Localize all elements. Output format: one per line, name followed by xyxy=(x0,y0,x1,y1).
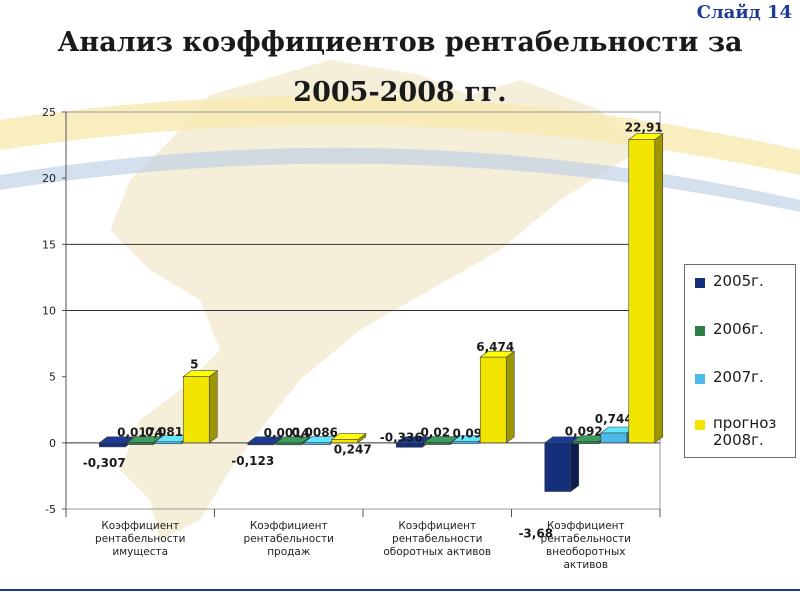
data-label-2-2: 0,09 xyxy=(452,427,482,441)
legend-item-2006: 2006г. xyxy=(695,321,764,338)
bar-0-0 xyxy=(98,442,126,448)
category-label: Коэффициент рентабельности продаж xyxy=(244,520,334,558)
data-label-1-3: 0,092 xyxy=(565,425,603,439)
legend-label-2008: прогноз 2008г. xyxy=(713,414,777,449)
data-label-1-0: 0,0174 xyxy=(117,426,163,440)
y-tick-label: 25 xyxy=(42,106,56,119)
bar-2-0 xyxy=(154,441,182,445)
y-tick-label: 10 xyxy=(42,305,56,318)
bar-1-3 xyxy=(572,441,600,444)
slide-number: Слайд 14 xyxy=(696,2,792,23)
bar-0-2 xyxy=(395,442,423,448)
y-tick-label: 5 xyxy=(49,371,56,384)
legend-label-2006: 2006г. xyxy=(713,320,764,338)
legend-item-2005: 2005г. xyxy=(695,273,764,290)
category-label: Коэффициент рентабельности внеоборотных акт… xyxy=(541,520,631,571)
legend-swatch-2006 xyxy=(695,326,705,336)
legend-label-2007: 2007г. xyxy=(713,368,764,386)
decor-band-yellow xyxy=(0,96,800,175)
bar-0-1 xyxy=(247,442,275,446)
data-label-3-2: 6,474 xyxy=(476,340,514,354)
data-label-2-1: 0,0086 xyxy=(292,426,338,440)
bar-3-2 xyxy=(479,356,507,444)
bar-side-3-0 xyxy=(208,370,218,444)
y-tick-label: 15 xyxy=(42,238,56,251)
decor-band-blue xyxy=(0,147,800,212)
region-map-shape xyxy=(110,60,640,540)
bar-1-1 xyxy=(275,442,303,446)
legend-item-2008: прогноз 2008г. xyxy=(695,415,776,449)
data-label-0-2: -0,336 xyxy=(380,430,423,444)
data-label-1-1: 0,0014 xyxy=(264,426,310,440)
bar-2-1 xyxy=(303,442,331,446)
bar-side-3-2 xyxy=(505,350,515,444)
legend-item-2007: 2007г. xyxy=(695,369,764,386)
data-label-3-0: 5 xyxy=(190,358,198,372)
data-label-0-3: -3,68 xyxy=(518,527,553,541)
bar-side-3-3 xyxy=(654,133,664,444)
data-label-0-0: -0,307 xyxy=(83,456,126,470)
y-tick-label: 20 xyxy=(42,172,56,185)
bar-0-3 xyxy=(544,442,572,492)
title-line-2: 2005-2008 гг. xyxy=(293,77,507,108)
data-label-3-3: 22,91 xyxy=(625,121,663,135)
bar-2-2 xyxy=(451,441,479,444)
legend-swatch-2007 xyxy=(695,374,705,384)
data-label-2-0: 0,0815 xyxy=(145,425,191,439)
chart-legend: 2005г. 2006г. 2007г. прогноз 2008г. xyxy=(684,264,796,458)
bar-side-0-3 xyxy=(570,436,580,493)
category-label: Коэффициент рентабельности имущеста xyxy=(95,520,185,558)
title-line-1: Анализ коэффициентов рентабельности за xyxy=(57,27,743,58)
bar-2-3 xyxy=(600,432,628,444)
data-label-2-3: 0,744 xyxy=(595,412,633,426)
y-tick-label: 0 xyxy=(49,437,56,450)
page-title: Анализ коэффициентов рентабельности за 2… xyxy=(0,18,800,118)
data-label-3-1: 0,247 xyxy=(334,443,372,457)
bar-3-0 xyxy=(182,376,210,444)
bar-3-1 xyxy=(331,439,359,444)
legend-swatch-2005 xyxy=(695,278,705,288)
data-label-0-1: -0,123 xyxy=(231,454,274,468)
data-label-1-2: 0,02 xyxy=(420,426,450,440)
bar-1-0 xyxy=(126,442,154,445)
category-label: Коэффициент рентабельности оборотных актив… xyxy=(383,520,491,558)
legend-swatch-2008 xyxy=(695,420,705,430)
bar-1-2 xyxy=(423,442,451,445)
legend-label-2005: 2005г. xyxy=(713,272,764,290)
y-tick-label: -5 xyxy=(45,503,56,516)
bar-3-3 xyxy=(628,139,656,444)
